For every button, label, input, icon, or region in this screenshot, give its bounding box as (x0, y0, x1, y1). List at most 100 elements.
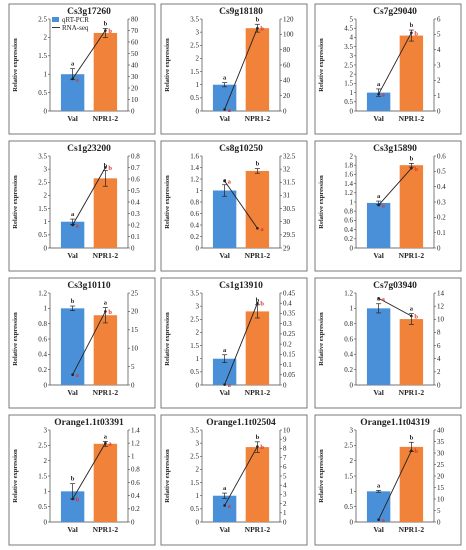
left-tick-label: 1.5 (344, 472, 353, 480)
right-tick-label: 0.5 (131, 187, 140, 195)
left-tick-label: 1.2 (190, 175, 199, 183)
left-tick-label: 0.2 (38, 366, 47, 374)
left-tick-label: 1 (196, 187, 200, 195)
right-tick-label: 60 (131, 38, 139, 46)
panel-Cs7g29040: Cs7g2904000.511.522.533.544.550123456Rel… (314, 3, 462, 135)
left-tick-label: 0 (196, 244, 200, 252)
panel-Cs1g13910: Cs1g13910 0 0.5 1 1.5 2 2.5 3 3.5 0 0.05 0.1 0.15 0.2… (160, 277, 308, 409)
rnaseq-letter: a (108, 441, 112, 448)
left-tick-label: 2 (44, 457, 48, 465)
rnaseq-letter: b (414, 314, 418, 321)
rnaseq-point (223, 179, 226, 183)
right-tick-label: 0 (437, 244, 441, 252)
right-tick-label: 0.25 (283, 330, 296, 338)
right-tick-label: 100 (283, 31, 294, 39)
right-tick-label: 30.5 (283, 205, 296, 213)
rnaseq-letter: b (260, 301, 264, 308)
bar-NPR1-2 (93, 443, 118, 522)
rnaseq-point (104, 166, 107, 169)
bar-Val (60, 308, 85, 385)
qpcr-letter: b (410, 155, 414, 162)
qpcr-letter: a (377, 193, 381, 200)
left-tick-label: 3 (196, 28, 200, 36)
right-tick-label: 2 (437, 77, 441, 85)
rnaseq-line (378, 32, 412, 95)
qpcr-letter: b (104, 21, 108, 28)
right-tick-label: 10 (131, 96, 139, 104)
left-tick-label: 1.5 (190, 479, 199, 487)
right-tick-label: 20 (283, 92, 291, 100)
left-tick-label: 1.6 (344, 171, 353, 179)
right-tick-label: 10 (437, 495, 445, 503)
left-tick-label: 5 (350, 15, 354, 23)
right-tick-label: 8 (437, 329, 441, 337)
qpcr-letter: b (410, 434, 414, 441)
left-tick-label: 0.8 (38, 320, 47, 328)
left-tick-label: 1 (350, 488, 354, 496)
x-tick-label: Val (373, 525, 384, 534)
left-tick-label: 0 (44, 107, 48, 115)
y-axis-label: Relative expression (318, 312, 325, 366)
left-tick-label: 3 (350, 426, 354, 434)
right-tick-label: 120 (283, 15, 294, 23)
x-tick-label: NPR1-2 (245, 525, 271, 534)
rnaseq-line (72, 30, 106, 80)
panel-frame (8, 140, 156, 272)
left-tick-label: 0.4 (344, 226, 353, 234)
x-tick-label: NPR1-2 (399, 525, 425, 534)
panel-title: Cs1g23200 (67, 144, 111, 154)
left-tick-label: 0.8 (344, 320, 353, 328)
y-axis-label: Relative expression (318, 175, 325, 229)
left-tick-label: 0 (196, 107, 200, 115)
bar-Val (212, 358, 237, 385)
qpcr-letter: a (71, 61, 75, 68)
left-tick-label: 1.2 (38, 289, 47, 297)
rnaseq-line (224, 303, 258, 385)
x-tick-label: NPR1-2 (93, 388, 119, 397)
rnaseq-letter: a (382, 203, 386, 210)
panel-frame (160, 277, 308, 409)
left-tick-label: 3.5 (38, 152, 47, 160)
legend-label: RNA-seq (62, 24, 89, 32)
left-tick-label: 2 (196, 466, 200, 474)
x-tick-label: NPR1-2 (245, 388, 271, 397)
panel-title: Cs3g15890 (373, 144, 417, 154)
right-tick-label: 40 (283, 77, 291, 85)
left-tick-label: 0.4 (190, 221, 199, 229)
panel-frame (160, 414, 308, 546)
qpcr-letter: b (104, 162, 108, 169)
qpcr-letter: b (256, 16, 260, 23)
x-tick-label: NPR1-2 (245, 251, 271, 260)
left-tick-label: 2.5 (38, 179, 47, 187)
panel-Cs1g23200: Cs1g23200 0 0.5 1 1.5 2 2.5 3 3.5 0 0.1 0.2 0.3 0.4 0.… (8, 140, 156, 272)
right-tick-label: 5 (437, 507, 441, 515)
left-tick-label: 2.5 (344, 442, 353, 450)
right-tick-label: 8 (283, 445, 287, 453)
rnaseq-point (377, 518, 380, 521)
left-tick-label: 2 (44, 192, 48, 200)
x-tick-label: NPR1-2 (93, 114, 119, 123)
x-tick-label: Val (373, 114, 384, 123)
bar-Val (212, 190, 237, 248)
y-axis-label: Relative expression (164, 175, 171, 229)
x-tick-label: NPR1-2 (93, 251, 119, 260)
right-tick-label: 10 (131, 345, 139, 353)
right-tick-label: 7 (283, 454, 287, 462)
x-tick-label: Val (219, 525, 230, 534)
left-tick-label: 1 (350, 89, 354, 97)
right-tick-label: 15 (131, 326, 139, 334)
x-tick-label: Val (219, 114, 230, 123)
left-tick-label: 0 (350, 381, 354, 389)
rnaseq-letter: b (108, 165, 112, 172)
x-tick-label: Val (67, 251, 78, 260)
right-tick-label: 50 (131, 50, 139, 58)
right-tick-label: 29.5 (283, 231, 296, 239)
bar-NPR1-2 (399, 35, 424, 112)
rnaseq-point (256, 301, 259, 305)
qpcr-letter: b (256, 161, 260, 168)
y-axis-label: Relative expression (164, 449, 171, 503)
left-tick-label: 3.5 (190, 15, 199, 23)
bar-Val (366, 308, 391, 385)
qpcr-letter: b (71, 476, 75, 483)
right-tick-label: 15 (437, 484, 445, 492)
